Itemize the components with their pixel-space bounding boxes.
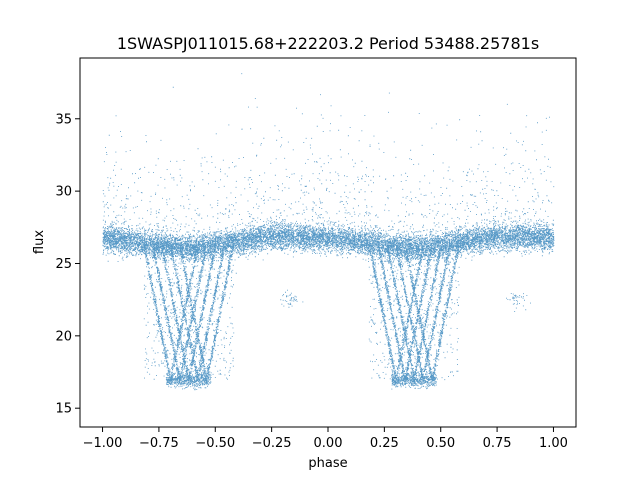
chart-title: 1SWASPJ011015.68+222203.2 Period 53488.2… [117,34,539,53]
x-tick-label: 1.00 [539,436,568,451]
x-tick-label: −0.75 [139,436,179,451]
y-tick-label: 15 [55,402,72,417]
x-tick-label: 0.75 [483,436,512,451]
x-tick-label: −0.50 [195,436,235,451]
x-axis-label: phase [308,456,347,471]
x-axis: −1.00 −0.75 −0.50 −0.25 0.00 0.25 0.50 0.75 1.00 [83,427,568,451]
y-tick-label: 35 [55,112,72,127]
y-tick-label: 20 [55,329,72,344]
y-axis-label: flux [32,230,47,254]
x-tick-label: 0.25 [370,436,399,451]
scatter-points [102,73,555,391]
x-tick-label: −1.00 [83,436,123,451]
x-tick-label: 0.50 [426,436,455,451]
y-tick-label: 25 [55,257,72,272]
data-points [102,73,555,391]
x-tick-label: −0.25 [252,436,292,451]
y-axis: 15 20 25 30 35 [55,112,80,417]
x-tick-label: 0.00 [314,436,343,451]
y-tick-label: 30 [55,185,72,200]
